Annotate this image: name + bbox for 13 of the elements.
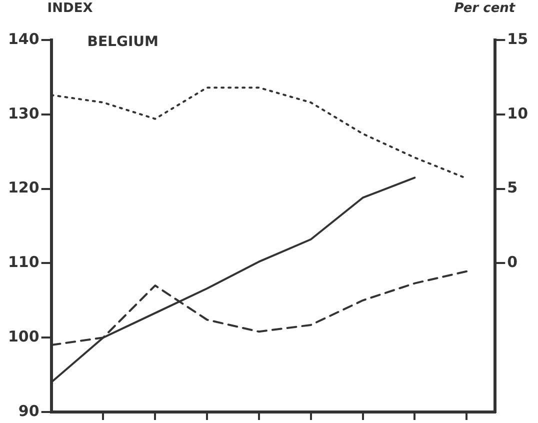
y-tick-label: 140 xyxy=(8,30,40,48)
y-tick-label: 90 xyxy=(18,402,40,420)
y2-axis-title: Per cent xyxy=(454,1,516,16)
y2-tick-label: 10 xyxy=(507,104,528,122)
y2-tick-label: 15 xyxy=(507,30,528,48)
y-tick-label: 100 xyxy=(8,327,40,346)
y-tick-label: 120 xyxy=(8,178,40,197)
y2-tick-label: 0 xyxy=(507,253,518,272)
y-axis-title: INDEX xyxy=(47,1,93,16)
y-tick-label: 110 xyxy=(8,253,40,272)
y2-tick-label: 5 xyxy=(507,178,518,197)
chart-title: BELGIUM xyxy=(87,34,158,50)
y-tick-label: 130 xyxy=(8,104,40,122)
